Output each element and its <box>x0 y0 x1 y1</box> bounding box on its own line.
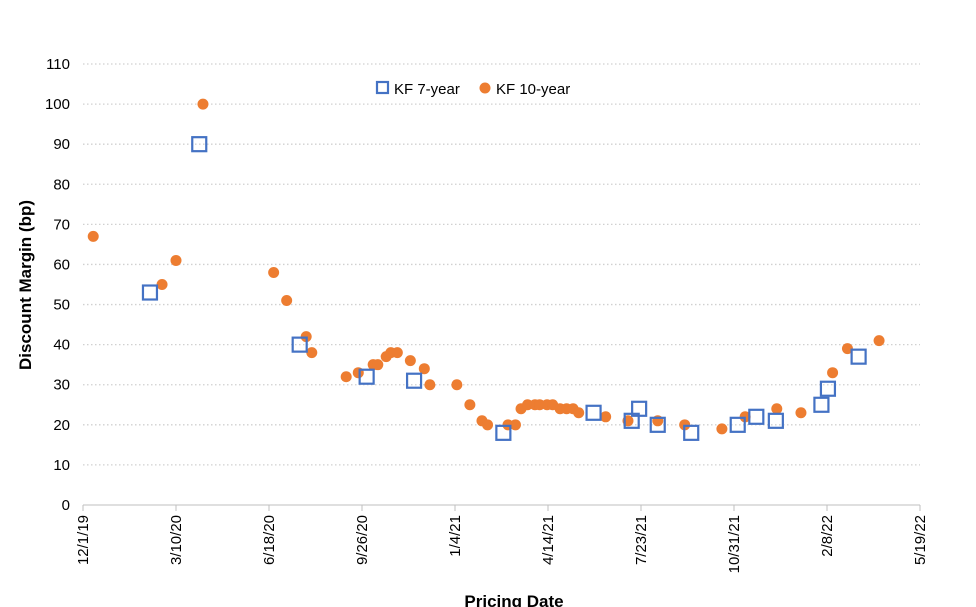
data-point-kf-7-year <box>191 136 208 153</box>
data-point-kf-10-year <box>573 407 585 419</box>
x-tick-label: 3/10/20 <box>168 515 185 565</box>
data-point-kf-10-year <box>156 279 168 290</box>
data-point-kf-7-year <box>291 336 308 353</box>
y-tick-label: 40 <box>53 337 70 354</box>
data-point-kf-7-year <box>813 396 830 413</box>
x-tick-label: 5/19/22 <box>912 515 929 565</box>
data-point-kf-10-year <box>509 419 521 431</box>
x-tick-label: 10/31/21 <box>726 515 743 573</box>
data-points <box>87 98 885 441</box>
data-point-kf-10-year <box>795 407 807 419</box>
data-point-kf-10-year <box>451 379 463 391</box>
data-point-kf-7-year <box>748 408 765 425</box>
y-tick-label: 70 <box>53 216 70 233</box>
data-point-kf-7-year <box>819 380 837 397</box>
x-axis-ticks: 12/1/19 3/10/20 6/18/20 9/26/20 1/4/21 4/14/2… <box>75 505 929 573</box>
data-point-kf-7-year <box>767 412 784 429</box>
data-point-kf-10-year <box>372 359 384 371</box>
data-point-kf-10-year <box>268 266 280 278</box>
y-axis-ticks: 0 10 20 30 40 50 60 70 80 90 100 110 <box>45 56 70 514</box>
y-tick-label: 90 <box>53 136 70 153</box>
y-tick-label: 110 <box>46 56 70 73</box>
y-tick-label: 80 <box>53 176 70 193</box>
x-tick-label: 6/18/20 <box>261 515 278 565</box>
data-point-kf-10-year <box>841 343 853 355</box>
x-tick-label: 2/8/22 <box>819 515 836 557</box>
data-point-kf-10-year <box>340 371 352 383</box>
x-tick-label: 7/23/21 <box>633 515 650 565</box>
data-point-kf-10-year <box>404 355 416 367</box>
data-point-kf-10-year <box>197 98 209 110</box>
data-point-kf-10-year <box>424 379 436 391</box>
data-point-kf-7-year <box>585 404 602 421</box>
data-point-kf-10-year <box>170 254 182 266</box>
x-tick-label: 4/14/21 <box>540 515 557 565</box>
gridlines <box>83 63 920 466</box>
data-point-kf-10-year <box>281 295 293 307</box>
data-point-kf-10-year <box>827 367 839 379</box>
data-point-kf-7-year <box>850 348 867 365</box>
y-tick-label: 0 <box>62 497 70 514</box>
y-tick-label: 10 <box>53 457 70 474</box>
y-tick-label: 30 <box>53 377 70 394</box>
legend-label-kf-7-year: KF 7-year <box>394 81 460 98</box>
data-point-kf-7-year <box>141 284 159 301</box>
data-point-kf-7-year <box>729 416 746 433</box>
y-axis-label: Discount Margin (bp) <box>16 200 35 370</box>
x-tick-label: 12/1/19 <box>75 515 92 565</box>
y-tick-label: 50 <box>53 297 70 314</box>
data-point-kf-7-year <box>649 416 666 433</box>
legend-label-kf-10-year: KF 10-year <box>496 81 570 98</box>
x-axis-label: Pricing Date <box>464 592 563 607</box>
y-tick-label: 60 <box>53 256 70 273</box>
data-point-kf-7-year <box>683 424 700 441</box>
data-point-kf-10-year <box>716 423 728 435</box>
data-point-kf-10-year <box>306 347 318 359</box>
data-point-kf-7-year <box>631 400 648 417</box>
data-point-kf-10-year <box>464 399 476 411</box>
y-tick-label: 20 <box>53 417 70 434</box>
x-tick-label: 9/26/20 <box>354 515 371 565</box>
data-point-kf-7-year <box>405 372 423 389</box>
legend-marker-kf-7-year <box>375 80 390 95</box>
data-point-kf-10-year <box>873 335 885 347</box>
y-tick-label: 100 <box>45 96 70 113</box>
data-point-kf-10-year <box>418 363 430 375</box>
legend: KF 7-year KF 10-year <box>375 80 570 98</box>
data-point-kf-7-year <box>358 368 375 385</box>
data-point-kf-10-year <box>391 347 403 359</box>
data-point-kf-10-year <box>482 419 494 431</box>
data-point-kf-7-year <box>495 424 512 441</box>
data-point-kf-10-year <box>87 230 99 242</box>
data-point-kf-10-year <box>771 403 783 415</box>
x-tick-label: 1/4/21 <box>447 515 464 557</box>
legend-marker-kf-10-year <box>479 82 491 94</box>
data-point-kf-10-year <box>600 411 612 423</box>
